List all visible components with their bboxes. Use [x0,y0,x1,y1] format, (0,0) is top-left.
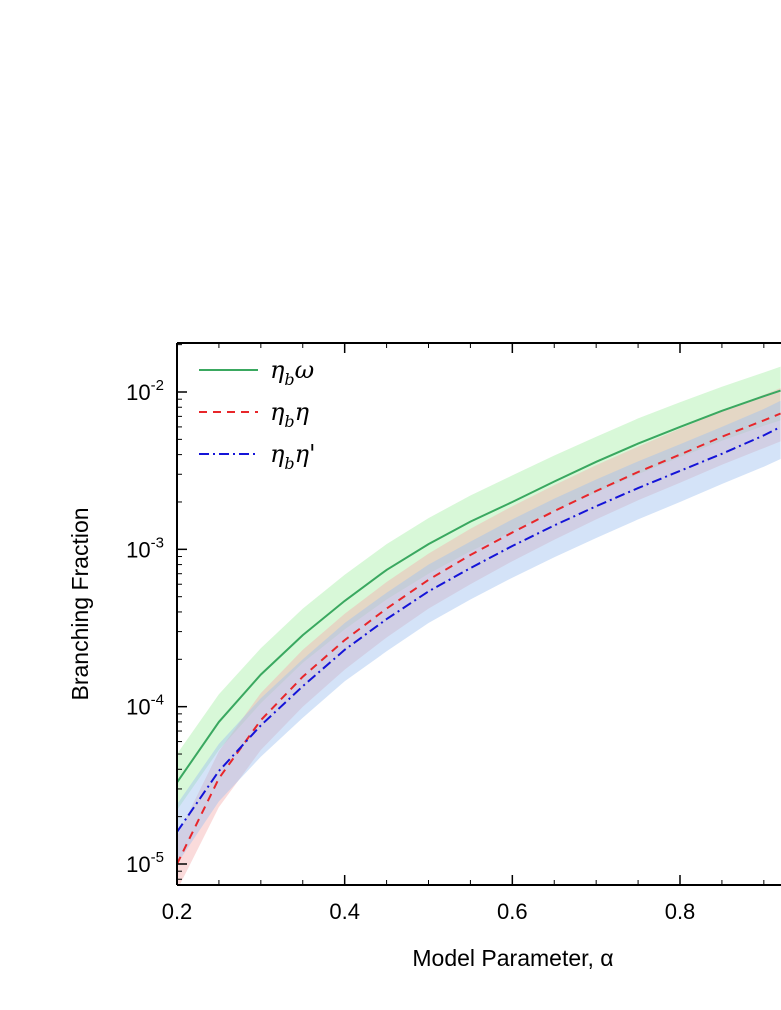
y-tick-base: 10 [126,537,150,562]
x-tick-label: 0.2 [162,899,193,924]
y-tick-labels: 10-510-410-310-2 [126,377,164,877]
band-eta [177,388,781,885]
y-tick-base: 10 [126,380,150,405]
x-tick-label: 0.6 [497,899,528,924]
y-tick-label: 10-3 [126,534,164,562]
y-tick-base: 10 [126,852,150,877]
legend: ηbω ηbη ηbη' [199,356,316,473]
y-tick-exponent: -5 [151,849,164,866]
legend-label-eta: ηbη [270,398,310,431]
y-tick-label: 10-5 [126,849,164,877]
y-tick-exponent: -3 [151,534,164,551]
y-tick-base: 10 [126,695,150,720]
line-eta [177,412,781,865]
y-tick-label: 10-2 [126,377,164,405]
band-etaprime [177,400,781,864]
y-tick-exponent: -2 [151,377,164,394]
y-tick-exponent: -4 [151,692,164,709]
x-axis-title: Model Parameter, α [412,945,613,971]
x-tick-label: 0.4 [329,899,360,924]
line-etaprime [177,426,781,833]
legend-label-etaprime: ηbη' [270,440,316,473]
uncertainty-bands [177,366,781,885]
y-axis-title: Branching Fraction [67,507,93,700]
x-tick-labels: 0.2 0.4 0.6 0.8 [162,899,696,924]
legend-label-omega: ηbω [270,356,314,389]
x-tick-label: 0.8 [665,899,696,924]
series-lines [177,389,781,865]
axis-ticks [176,343,765,885]
band-omega [177,366,781,811]
line-omega [177,389,781,783]
y-tick-label: 10-4 [126,692,164,720]
